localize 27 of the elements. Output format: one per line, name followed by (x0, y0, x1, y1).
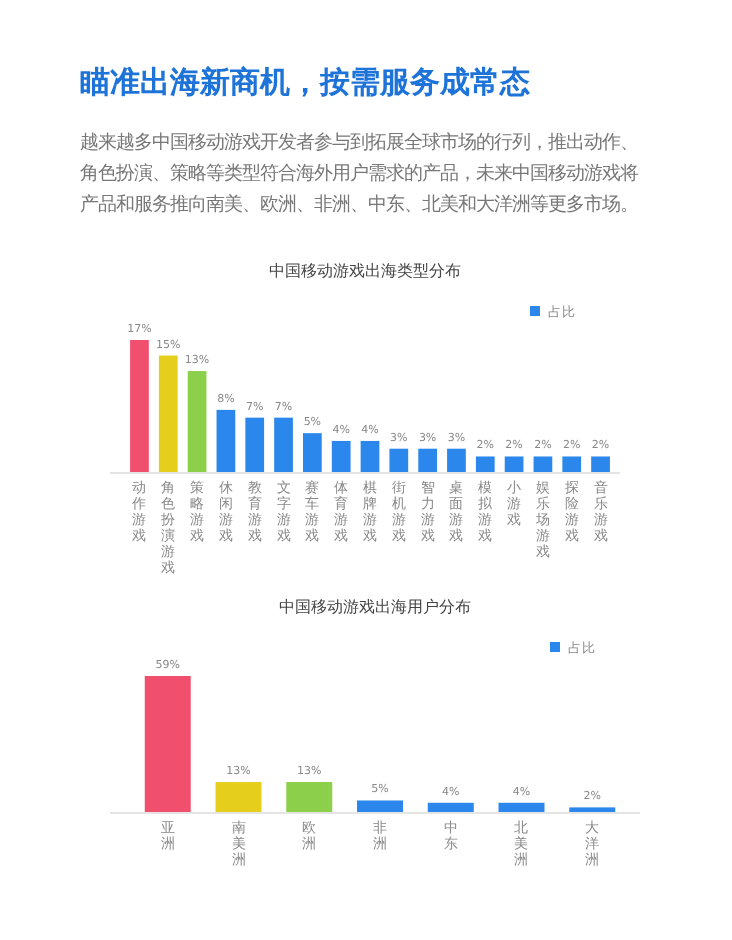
bar (533, 456, 553, 472)
text: 越来越多中国移动游戏开发者参与到拓展全球市场的行列，推出动作、角色扮演、策略等类型符合海外用户需求的产品，未来中国移动游戏将产品和服务推向南美、欧洲、非洲、中东、北美和大洋洲等更多市场。 (80, 132, 638, 216)
bar (158, 355, 178, 472)
bar (591, 456, 610, 472)
bar (187, 371, 207, 472)
bar (357, 800, 403, 812)
bar (418, 448, 437, 472)
bar (504, 456, 524, 472)
bar (216, 409, 236, 472)
chart-title: 中国移动游戏出海类型分布 (269, 262, 461, 280)
bar (447, 448, 466, 472)
bar (286, 782, 333, 812)
bar (360, 440, 380, 472)
bar (498, 802, 545, 812)
bar (245, 417, 265, 472)
bar (475, 456, 495, 472)
bar (562, 456, 582, 472)
bar (130, 340, 149, 472)
bar (215, 782, 262, 812)
bar (144, 676, 191, 812)
text: 瞄准出海新商机，按需服务成常态 (80, 64, 530, 100)
bar (303, 433, 322, 472)
bar (427, 802, 474, 812)
bar (331, 440, 351, 472)
bar (389, 448, 409, 472)
bar (274, 417, 293, 472)
chart-title: 中国移动游戏出海用户分布 (279, 598, 471, 616)
